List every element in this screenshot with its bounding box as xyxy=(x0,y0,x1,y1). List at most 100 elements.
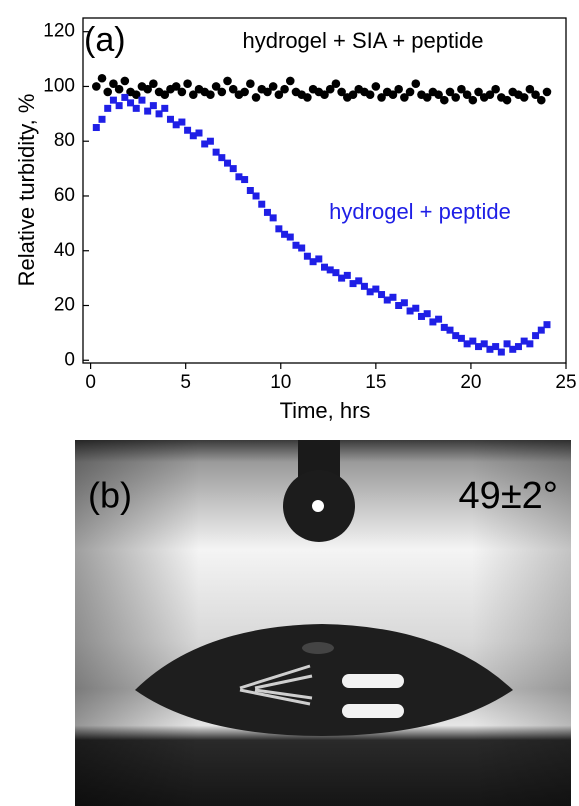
data-point xyxy=(486,345,494,353)
data-point xyxy=(531,90,540,99)
data-point xyxy=(337,87,346,97)
data-point xyxy=(469,337,477,345)
data-point xyxy=(195,129,203,137)
x-tick-label: 25 xyxy=(555,372,576,393)
data-point xyxy=(274,90,284,99)
data-point xyxy=(97,73,107,83)
data-point xyxy=(439,95,449,105)
chart: (a) Time, hrs Relative turbidity, % 0 20 4… xyxy=(14,17,577,423)
data-point xyxy=(144,107,152,115)
x-tick-label: 5 xyxy=(180,372,191,393)
data-point xyxy=(520,337,528,345)
data-point xyxy=(188,90,198,99)
data-point xyxy=(457,334,465,342)
data-point xyxy=(429,318,437,326)
data-point xyxy=(348,90,358,99)
data-point xyxy=(383,296,391,304)
data-point xyxy=(440,323,448,331)
data-point xyxy=(525,84,535,94)
data-point xyxy=(206,137,214,145)
x-axis-label: Time, hrs xyxy=(280,398,371,423)
data-point xyxy=(366,288,374,296)
data-point xyxy=(503,340,511,348)
contact-angle-photo: (b) 49±2° xyxy=(75,440,571,806)
contact-angle: 49±2° xyxy=(459,475,558,517)
series-label: hydrogel + SIA + peptide xyxy=(243,28,484,53)
data-point xyxy=(280,84,289,94)
data-point xyxy=(315,255,323,263)
data-point xyxy=(127,99,135,107)
data-point xyxy=(445,87,455,97)
data-point xyxy=(211,82,221,91)
data-point xyxy=(177,87,187,97)
data-point xyxy=(446,326,454,334)
data-point xyxy=(395,302,403,309)
data-point xyxy=(103,87,113,97)
data-point xyxy=(309,258,317,266)
data-point xyxy=(223,76,232,86)
drop-highlight xyxy=(342,704,404,718)
data-point xyxy=(371,82,381,91)
data-point xyxy=(115,102,123,110)
data-point xyxy=(121,93,129,101)
data-point xyxy=(388,90,398,99)
data-point xyxy=(241,176,249,184)
data-point xyxy=(519,93,529,102)
data-point xyxy=(400,299,408,307)
data-point xyxy=(394,84,403,94)
data-point xyxy=(189,132,197,140)
drop-highlight xyxy=(312,500,324,512)
data-point xyxy=(320,90,329,99)
data-point xyxy=(422,93,432,102)
data-point xyxy=(131,90,141,99)
data-point xyxy=(224,159,232,167)
y-tick-label: 100 xyxy=(43,75,75,96)
panel-label: (b) xyxy=(88,475,132,516)
data-point xyxy=(532,332,540,340)
data-point xyxy=(537,326,545,334)
data-point xyxy=(475,343,483,351)
data-point xyxy=(451,93,461,102)
data-point xyxy=(298,244,306,252)
data-point xyxy=(400,93,409,102)
y-axis-label: Relative turbidity, % xyxy=(14,94,39,287)
data-point xyxy=(542,87,552,97)
data-point xyxy=(331,79,341,89)
data-point xyxy=(434,90,443,99)
data-point xyxy=(149,102,157,110)
data-point xyxy=(172,121,180,129)
data-point xyxy=(246,187,254,194)
data-point xyxy=(378,291,386,299)
data-point xyxy=(161,104,169,112)
data-point xyxy=(360,282,368,290)
data-point xyxy=(332,269,340,277)
data-point xyxy=(218,154,226,162)
data-point xyxy=(166,115,174,123)
data-point xyxy=(452,332,460,340)
data-point xyxy=(514,343,522,351)
data-point xyxy=(269,214,277,222)
x-tick-label: 15 xyxy=(365,372,386,393)
y-tick-label: 0 xyxy=(64,349,75,370)
data-point xyxy=(143,84,152,94)
data-point xyxy=(92,82,101,91)
data-point xyxy=(252,192,260,200)
data-point xyxy=(405,87,415,97)
data-point xyxy=(263,87,272,97)
data-point xyxy=(423,310,431,318)
data-point xyxy=(338,274,346,282)
data-point xyxy=(268,82,278,91)
y-tick-label: 120 xyxy=(43,21,75,42)
data-point xyxy=(281,230,289,238)
data-point xyxy=(468,95,478,105)
data-point xyxy=(228,84,238,94)
data-point xyxy=(109,96,117,104)
data-point xyxy=(326,266,334,274)
data-point xyxy=(160,90,170,99)
panel-label: (a) xyxy=(84,21,126,59)
y-tick-label: 60 xyxy=(54,185,75,206)
y-tick-label: 20 xyxy=(54,295,75,316)
data-point xyxy=(149,79,158,89)
x-tick-label: 10 xyxy=(270,372,291,393)
data-point xyxy=(98,115,106,123)
